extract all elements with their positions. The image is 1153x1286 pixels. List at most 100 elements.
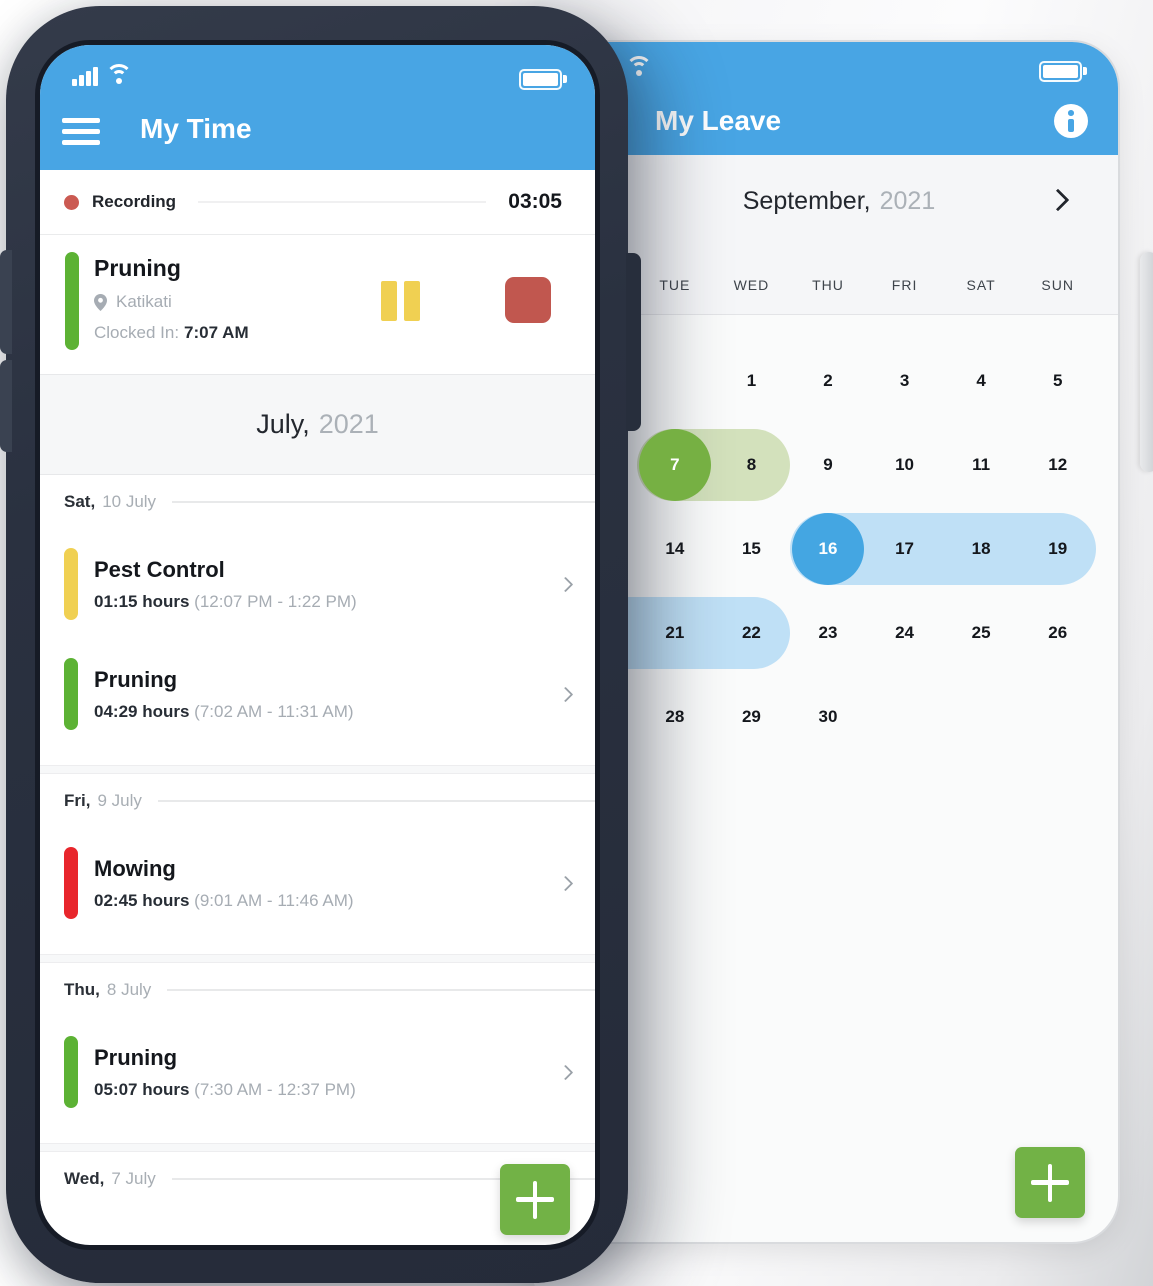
calendar-week-row: 21 22 23 24 25 26 [560,591,1096,675]
day-number: 25 [971,623,991,642]
stop-button[interactable] [505,277,551,323]
day-number: 30 [818,707,838,726]
calendar-day[interactable]: 22 [713,591,790,675]
calendar-day [637,339,714,423]
day-number: 19 [1048,539,1068,558]
group-day: Thu, [64,980,100,999]
group-header-line [171,1178,595,1180]
day-group-header: Thu, 8 July [40,963,595,1017]
task-name: Mowing [94,855,176,881]
add-leave-button[interactable] [1015,1147,1085,1218]
group-separator [40,954,595,963]
day-number: 23 [818,623,838,642]
leave-range-pill [636,597,714,669]
day-number: 12 [1048,455,1068,474]
recording-status-bar: Recording 03:05 [40,170,595,235]
day-number: 11 [972,455,991,474]
calendar-day [866,675,943,759]
calendar-day[interactable]: 26 [1019,591,1096,675]
menu-button[interactable] [62,118,100,151]
day-number: 14 [665,539,685,558]
info-button[interactable] [1054,104,1088,138]
day-number: 8 [746,455,757,474]
day-number: 24 [895,623,915,642]
weekday-label: THU [812,277,844,293]
calendar-day[interactable]: 25 [943,591,1020,675]
group-day: Fri, [64,791,91,810]
day-group-header: Fri, 9 July [40,774,595,828]
day-group: Thu, 8 July Pruning 05:07 hours (7:30 AM - … [40,963,595,1143]
task-list: Sat, 10 July Pest Control 01:15 hours (12:0… [40,475,595,1222]
leave-start-circle [791,513,864,585]
calendar-day[interactable]: 28 [637,675,714,759]
clocked-in-time: 7:07 AM [184,323,249,342]
month-header: July, 2021 [40,375,595,475]
calendar-day[interactable]: 15 [713,507,790,591]
cellular-signal-icon [72,67,98,86]
task-row[interactable]: Mowing 02:45 hours (9:01 AM - 11:46 AM) [40,828,595,938]
current-task-name: Pruning [94,255,181,281]
my-time-title: My Time [140,113,252,144]
pause-icon [381,281,397,321]
task-duration: 01:15 hours (12:07 PM - 1:22 PM) [94,591,357,611]
calendar-day[interactable]: 14 [637,507,714,591]
group-day: Sat, [64,492,96,511]
task-color-bar [64,1036,78,1108]
task-row[interactable]: Pruning 04:29 hours (7:02 AM - 11:31 AM) [40,639,595,749]
leave-range-pill [713,597,790,669]
calendar-day[interactable]: 12 [1019,423,1096,507]
calendar-day[interactable]: 10 [866,423,943,507]
recording-divider [198,201,487,203]
calendar-day[interactable]: 30 [790,675,867,759]
calendar-day[interactable]: 19 [1019,507,1096,591]
my-leave-title: My Leave [655,105,782,136]
calendar-day[interactable]: 21 [636,591,714,675]
recording-dot-icon [64,194,79,210]
task-row[interactable]: Pest Control 01:15 hours (12:07 PM - 1:22… [40,529,595,639]
calendar-day[interactable]: 2 [790,339,867,423]
task-name: Pruning [94,666,178,692]
current-task-card[interactable]: Pruning Katikati Clocked In: 7:07 AM [40,235,595,375]
task-duration: 05:07 hours (7:30 AM - 12:37 PM) [94,1079,356,1099]
add-time-button[interactable] [500,1164,570,1235]
calendar-day[interactable]: 1 [713,339,790,423]
weekday-label: SAT [966,277,996,293]
calendar-day[interactable]: 7 [636,423,714,507]
calendar-day[interactable]: 29 [713,675,790,759]
task-color-bar [65,252,79,350]
group-header-line [157,800,595,802]
task-color-bar [64,548,78,620]
left-phone-power-button [626,253,641,431]
pause-button[interactable] [381,281,420,321]
calendar-day[interactable]: 16 [789,507,867,591]
chevron-right-icon [557,875,574,891]
group-date: 7 July [111,1169,156,1188]
task-color-bar [64,847,78,919]
current-task-location: Katikati [94,292,172,312]
task-color-bar [64,658,78,730]
calendar-day[interactable]: 17 [866,507,943,591]
right-phone-frame: My Leave September, 2021 TUE WED THU FRI SAT S… [528,0,1153,1286]
calendar-month-nav: September, 2021 TUE WED THU FRI SAT SUN [560,155,1118,315]
calendar-day[interactable]: 9 [790,423,867,507]
right-phone-side-button [1140,252,1153,472]
calendar-day[interactable]: 8 [713,423,790,507]
day-number: 21 [665,623,685,642]
weekday-label: SUN [1041,277,1074,293]
calendar-day[interactable]: 3 [866,339,943,423]
day-number: 3 [899,371,910,390]
calendar-day[interactable]: 5 [1019,339,1096,423]
calendar-day[interactable]: 11 [943,423,1020,507]
my-leave-screen: My Leave September, 2021 TUE WED THU FRI SAT S… [560,42,1118,1242]
calendar-day[interactable]: 24 [866,591,943,675]
task-row[interactable]: Pruning 05:07 hours (7:30 AM - 12:37 PM) [40,1017,595,1127]
weekday-label: FRI [891,277,918,293]
day-group: Fri, 9 July Mowing 02:45 hours (9:01 AM - 1… [40,774,595,954]
calendar-day[interactable]: 23 [790,591,867,675]
calendar-day[interactable]: 4 [943,339,1020,423]
battery-icon [1039,61,1087,82]
group-header-line [172,501,595,503]
calendar-day[interactable]: 18 [942,507,1020,591]
day-number: 15 [741,539,761,558]
left-phone-volume-up-button [0,250,12,354]
